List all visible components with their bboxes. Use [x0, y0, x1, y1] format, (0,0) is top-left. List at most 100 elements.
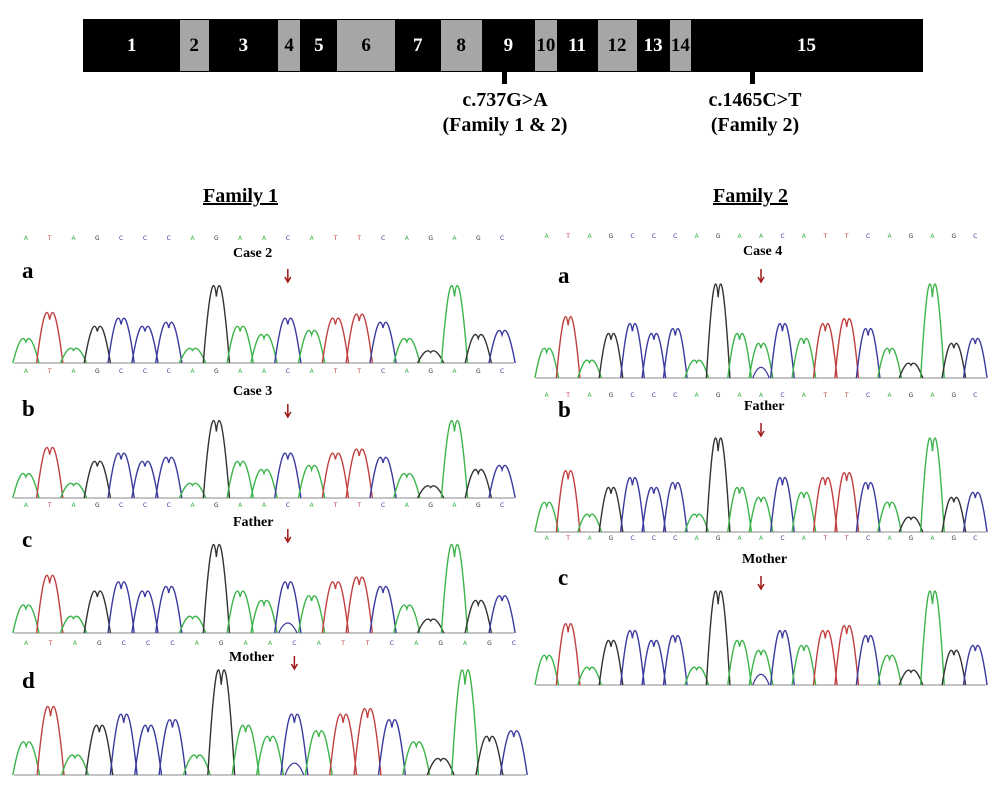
f1-trace-d-peak — [353, 707, 382, 776]
f1-trace-b-base-call: A — [191, 368, 196, 375]
f2-trace-c-base-call: C — [780, 535, 784, 542]
f1-trace-b-base-call: G — [95, 368, 100, 375]
f2-trace-b-peak — [748, 496, 774, 533]
f1-trace-d-base-call: T — [365, 640, 370, 647]
f1-trace-d-peak — [329, 713, 358, 776]
exon-6: 6 — [337, 20, 395, 71]
f2-trace-a-base-call: C — [673, 233, 677, 240]
f2-trace-a-peak — [898, 362, 924, 379]
f1-trace-a-peak — [440, 284, 469, 364]
f2-trace-c-peak — [684, 666, 710, 686]
f1-trace-c-peak — [154, 585, 183, 634]
f1-panel-b: b — [22, 396, 35, 421]
f2-trace-a-peak — [769, 322, 795, 379]
f1-trace-c-peak — [178, 615, 207, 634]
f2-trace-b-base-call: C — [866, 392, 870, 399]
f1-trace-d-base-call: A — [414, 640, 419, 647]
f1-trace-c-base-call: C — [286, 502, 290, 509]
f1-trace-d-base-call: T — [340, 640, 345, 647]
f2-trace-b-peak — [705, 437, 731, 533]
f2-panel-c: c — [558, 565, 569, 590]
f2-trace-c-base-call: A — [930, 535, 935, 542]
f1-trace-b-peak — [488, 464, 516, 499]
f1-trace-c-peak — [393, 604, 421, 634]
f2-trace-a-peak — [748, 342, 774, 379]
f1-trace-d-base-call: A — [73, 640, 78, 647]
f1-trace-b-base-call: C — [167, 368, 171, 375]
f1-trace-d-base-call: C — [146, 640, 150, 647]
f1-trace-a-base-call: T — [333, 235, 338, 242]
f1-trace-c-peak — [83, 590, 112, 634]
f1-trace-a-base-call: C — [119, 235, 123, 242]
f1-trace-b-base-call: A — [24, 368, 29, 375]
f1-trace-a-peak — [393, 337, 421, 364]
f2-trace-a-base-call: G — [909, 233, 914, 240]
f1-trace-c-base-call: A — [238, 502, 243, 509]
f1-trace-d-peak — [133, 724, 163, 776]
f1-trace-b-base-call: C — [500, 368, 504, 375]
f2-trace-a-base-call: C — [630, 233, 634, 240]
f2-trace-b-peak — [769, 476, 795, 533]
f1-trace-d-base-call: A — [463, 640, 468, 647]
f1-trace-d-peak — [304, 730, 333, 776]
f1-trace-c-peak — [274, 581, 302, 634]
f2-trace-c-base-call: C — [673, 535, 677, 542]
f1-trace-a-base-call: T — [47, 235, 52, 242]
f1-trace-c-peak — [226, 590, 254, 634]
exon-3: 3 — [208, 20, 278, 71]
f2-trace-a-peak — [534, 347, 560, 379]
f2-trace-b-peak — [962, 491, 988, 533]
exon-10: 10 — [535, 20, 557, 71]
f2-trace-a-base-call: T — [565, 233, 570, 240]
f1-trace-d-peak — [377, 719, 407, 776]
f2-trace-b-peak — [684, 513, 710, 533]
f2-trace-a-peak — [705, 283, 731, 379]
f1-trace-a-arrow-head — [284, 276, 292, 284]
f1-trace-c-peak — [59, 615, 88, 634]
f2-trace-a-base-call: C — [866, 233, 870, 240]
f2-trace-c-base-call: G — [716, 535, 721, 542]
f1-trace-c-peak — [107, 581, 135, 634]
f2-trace-a-peak — [877, 347, 903, 379]
f1-trace-d-peak — [182, 754, 211, 776]
f1-trace-a-base-call: A — [71, 235, 76, 242]
f2-trace-a-peak — [919, 283, 945, 379]
f2-trace-b-base-call: G — [609, 392, 614, 399]
f2-trace-a-peak — [555, 316, 581, 379]
f1-panel-d: d — [22, 668, 35, 693]
f2-trace-b-base-call: C — [673, 392, 677, 399]
f2-trace-c-peak — [598, 640, 624, 686]
f1-trace-c-base-call: A — [191, 502, 196, 509]
f1-trace-d-base-call: G — [97, 640, 102, 647]
exon-5: 5 — [300, 20, 338, 71]
mutation-label-2: c.1465C>T (Family 2) — [665, 88, 845, 138]
f2-trace-b-base-call: A — [930, 392, 935, 399]
f1-trace-b-peak — [321, 452, 350, 499]
f1-trace-c-peak — [440, 543, 469, 634]
f1-trace-b-base-call: G — [214, 368, 219, 375]
f1-trace-a-peak — [274, 317, 302, 364]
exon-7: 7 — [394, 20, 441, 71]
f1-trace-b-base-call: A — [71, 368, 76, 375]
f1-trace-c-base-call: T — [333, 502, 338, 509]
f1-trace-a-base-call: A — [191, 235, 196, 242]
f1-trace-a-peak — [131, 325, 159, 364]
f2-trace-c-base-call: A — [888, 535, 893, 542]
f2-trace-b-base-call: G — [952, 392, 957, 399]
f1-trace-b-base-call: A — [262, 368, 267, 375]
f2-trace-c-peak — [641, 640, 667, 686]
f1-trace-c-het-peak — [278, 622, 298, 634]
f1-trace-a-base-call: A — [24, 235, 29, 242]
exon-14: 14 — [669, 20, 692, 71]
f2-trace-b-base-call: T — [844, 392, 849, 399]
f2-trace-a-base-call: G — [952, 233, 957, 240]
f1-trace-b-base-call: T — [47, 368, 52, 375]
f1-trace-d-het-peak — [284, 762, 305, 776]
f1-trace-a-base-call: A — [452, 235, 457, 242]
f1-trace-b-base-call: G — [428, 368, 433, 375]
f1-trace-b-base-call: T — [356, 368, 361, 375]
f2-trace-a-base-call: A — [759, 233, 764, 240]
f1-trace-d-base-call: A — [24, 640, 29, 647]
f1-trace-c-base-call: A — [405, 502, 410, 509]
f2-trace-b-base-call: G — [909, 392, 914, 399]
